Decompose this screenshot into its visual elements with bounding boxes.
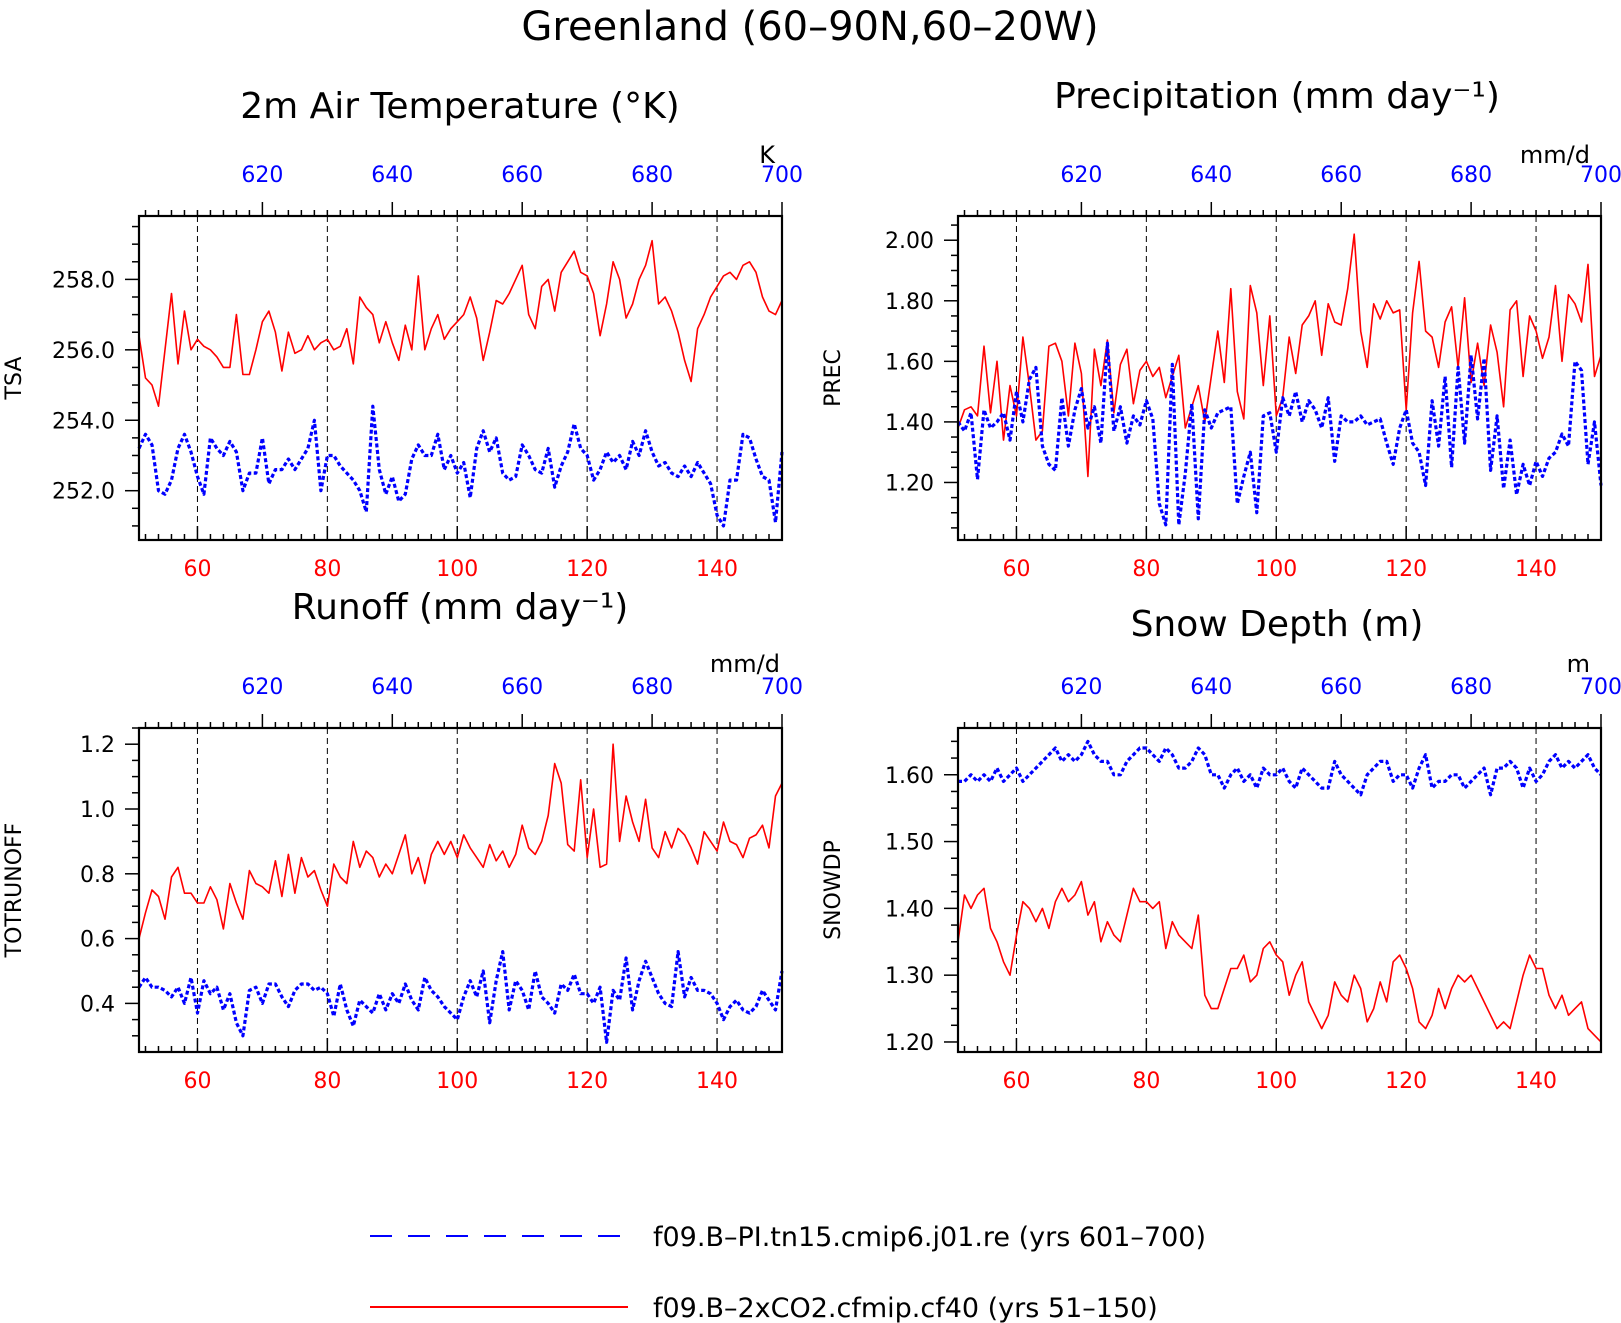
x-top-tick-label: 660 [501, 163, 543, 188]
y-tick-label: 1.2 [80, 733, 115, 758]
units-label: m [1567, 650, 1590, 678]
x-top-tick-label: 680 [1450, 675, 1492, 700]
x-tick-label: 80 [1132, 557, 1160, 582]
plot-frame [137, 214, 784, 542]
legend-label-blue: f09.B–PI.tn15.cmip6.j01.re (yrs 601–700) [653, 1222, 1206, 1253]
x-tick-label: 100 [1255, 557, 1297, 582]
x-tick-label: 60 [1002, 1069, 1030, 1094]
y-tick-label: 0.8 [80, 863, 115, 888]
units-label: K [759, 141, 776, 169]
y-tick-label: 2.00 [885, 229, 934, 254]
x-tick-label: 140 [696, 1069, 738, 1094]
y-axis-label: TOTRUNOFF [2, 823, 27, 959]
series-line-red [957, 233, 1602, 478]
y-tick-label: 1.60 [885, 764, 934, 789]
y-tick-label: 1.40 [885, 897, 934, 922]
panel-prec: Precipitation (mm day⁻¹) mm/d PREC 60 80 100 1… [821, 76, 1621, 582]
series-line-red [138, 239, 783, 408]
series-line-red [957, 880, 1602, 1043]
y-tick-label: 1.50 [885, 831, 934, 856]
x-top-tick-label: 660 [1320, 675, 1362, 700]
series-line-blue [958, 739, 1603, 797]
y-tick-label: 1.80 [885, 290, 934, 315]
x-top-tick-label: 640 [1190, 163, 1232, 188]
x-top-tick-label: 680 [631, 675, 673, 700]
y-axis-label: PREC [821, 349, 846, 407]
x-tick-label: 120 [1385, 557, 1427, 582]
y-tick-label: 258.0 [52, 268, 115, 293]
series-line-blue [137, 404, 784, 528]
x-tick-label: 60 [183, 1069, 211, 1094]
x-tick-label: 80 [313, 1069, 341, 1094]
y-tick-label: 1.60 [885, 350, 934, 375]
y-tick-label: 256.0 [52, 339, 115, 364]
x-top-tick-label: 660 [501, 675, 543, 700]
x-tick-label: 140 [1515, 557, 1557, 582]
series-line-blue [137, 949, 784, 1044]
panel-title: Runoff (mm day⁻¹) [292, 587, 629, 628]
y-tick-label: 1.20 [885, 471, 934, 496]
x-tick-label: 120 [1385, 1069, 1427, 1094]
y-tick-label: 252.0 [52, 480, 115, 505]
x-top-tick-label: 620 [241, 675, 283, 700]
x-tick-label: 120 [566, 557, 608, 582]
x-top-tick-label: 640 [1190, 675, 1232, 700]
x-tick-label: 80 [313, 557, 341, 582]
panel-totrunoff: Runoff (mm day⁻¹) mm/d TOTRUNOFF 60 80 100 120… [2, 587, 803, 1094]
x-tick-label: 140 [696, 557, 738, 582]
y-tick-label: 1.0 [80, 798, 115, 823]
x-tick-label: 60 [183, 557, 211, 582]
x-tick-label: 100 [436, 1069, 478, 1094]
y-axis-label: TSA [2, 357, 27, 401]
panel-title: Snow Depth (m) [1131, 604, 1424, 645]
x-tick-label: 60 [1002, 557, 1030, 582]
x-top-tick-label: 700 [761, 163, 803, 188]
x-tick-label: 100 [1255, 1069, 1297, 1094]
x-tick-label: 120 [566, 1069, 608, 1094]
plot-frame [956, 214, 1603, 542]
y-tick-label: 1.40 [885, 411, 934, 436]
x-tick-label: 80 [1132, 1069, 1160, 1094]
x-top-tick-label: 620 [1060, 163, 1102, 188]
x-top-tick-label: 640 [371, 675, 413, 700]
units-label: mm/d [1520, 141, 1590, 169]
panels: 2m Air Temperature (°K) K TSA 60 80 100 120 140… [2, 76, 1621, 1094]
x-top-tick-label: 700 [1580, 163, 1621, 188]
y-tick-label: 0.6 [80, 928, 115, 953]
panel-snowdp: Snow Depth (m) m SNOWDP 60 80 100 120 140 620 640… [821, 604, 1621, 1094]
series-line-blue [956, 341, 1603, 527]
y-tick-label: 0.4 [80, 992, 115, 1017]
plot-frame [137, 726, 784, 1054]
y-axis-label: SNOWDP [821, 840, 846, 940]
series-line-red [138, 743, 783, 939]
y-tick-label: 1.20 [885, 1031, 934, 1056]
x-tick-label: 140 [1515, 1069, 1557, 1094]
units-label: mm/d [710, 650, 780, 678]
y-tick-label: 254.0 [52, 409, 115, 434]
x-top-tick-label: 660 [1320, 163, 1362, 188]
x-top-tick-label: 700 [1580, 675, 1621, 700]
x-top-tick-label: 620 [1060, 675, 1102, 700]
panel-title: 2m Air Temperature (°K) [240, 86, 679, 127]
x-top-tick-label: 700 [761, 675, 803, 700]
panel-tsa: 2m Air Temperature (°K) K TSA 60 80 100 120 140… [2, 86, 803, 582]
x-top-tick-label: 680 [1450, 163, 1492, 188]
x-top-tick-label: 620 [241, 163, 283, 188]
x-top-tick-label: 640 [371, 163, 413, 188]
x-top-tick-label: 680 [631, 163, 673, 188]
legend-label-red: f09.B–2xCO2.cfmip.cf40 (yrs 51–150) [653, 1293, 1158, 1323]
x-tick-label: 100 [436, 557, 478, 582]
page-title: Greenland (60–90N,60–20W) [521, 4, 1098, 50]
panel-title: Precipitation (mm day⁻¹) [1054, 76, 1500, 117]
plot-frame [956, 726, 1603, 1054]
legend: f09.B–PI.tn15.cmip6.j01.re (yrs 601–700)… [370, 1222, 1206, 1323]
y-tick-label: 1.30 [885, 964, 934, 989]
